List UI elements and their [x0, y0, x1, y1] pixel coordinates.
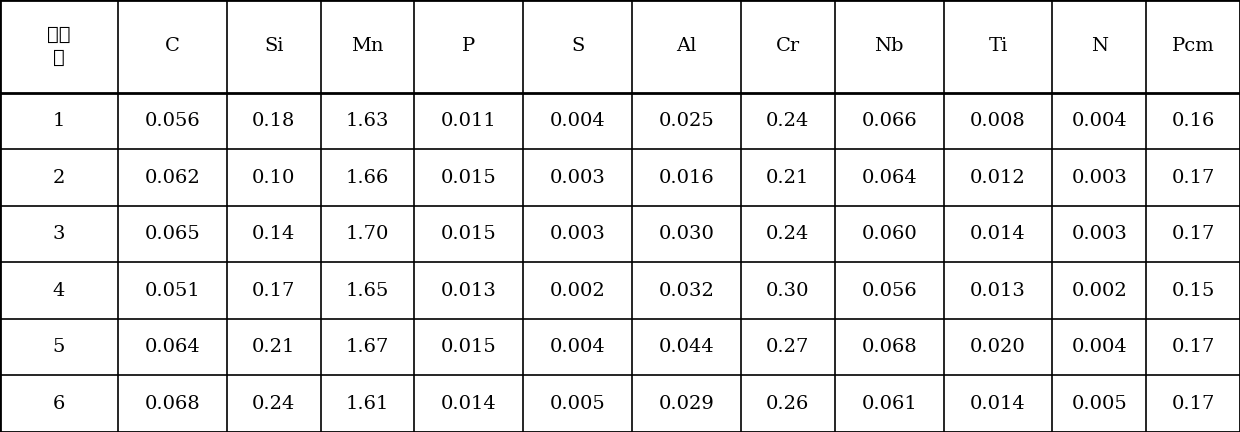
Text: 0.014: 0.014: [970, 225, 1025, 243]
Text: Cr: Cr: [776, 38, 800, 55]
Text: Ti: Ti: [988, 38, 1008, 55]
Text: 0.056: 0.056: [145, 112, 201, 130]
Text: 0.029: 0.029: [658, 395, 714, 413]
Text: 0.014: 0.014: [970, 395, 1025, 413]
Text: 0.003: 0.003: [1071, 168, 1127, 187]
Text: 1.66: 1.66: [346, 168, 389, 187]
Text: 0.004: 0.004: [1071, 112, 1127, 130]
Text: 0.21: 0.21: [766, 168, 810, 187]
Text: S: S: [572, 38, 584, 55]
Text: 0.26: 0.26: [766, 395, 810, 413]
Text: 0.17: 0.17: [1172, 395, 1215, 413]
Text: 0.014: 0.014: [441, 395, 497, 413]
Text: 0.030: 0.030: [658, 225, 714, 243]
Text: 0.004: 0.004: [549, 338, 605, 356]
Text: 0.17: 0.17: [1172, 338, 1215, 356]
Text: 6: 6: [53, 395, 66, 413]
Text: 1.65: 1.65: [346, 282, 389, 300]
Text: 0.003: 0.003: [549, 225, 605, 243]
Text: 0.005: 0.005: [1071, 395, 1127, 413]
Text: 0.15: 0.15: [1172, 282, 1215, 300]
Text: 0.011: 0.011: [441, 112, 497, 130]
Text: 0.008: 0.008: [970, 112, 1025, 130]
Text: 0.16: 0.16: [1172, 112, 1215, 130]
Text: 0.30: 0.30: [766, 282, 810, 300]
Text: 1.61: 1.61: [346, 395, 389, 413]
Text: 0.012: 0.012: [970, 168, 1025, 187]
Text: 3: 3: [53, 225, 66, 243]
Text: 0.020: 0.020: [970, 338, 1025, 356]
Text: 0.21: 0.21: [252, 338, 295, 356]
Text: 0.068: 0.068: [145, 395, 201, 413]
Text: 0.061: 0.061: [862, 395, 918, 413]
Text: 0.056: 0.056: [862, 282, 918, 300]
Text: 0.10: 0.10: [252, 168, 295, 187]
Text: 0.025: 0.025: [658, 112, 714, 130]
Text: Si: Si: [264, 38, 284, 55]
Text: 0.24: 0.24: [252, 395, 295, 413]
Text: 0.002: 0.002: [1071, 282, 1127, 300]
Text: Nb: Nb: [874, 38, 904, 55]
Text: 0.044: 0.044: [658, 338, 714, 356]
Text: 0.013: 0.013: [970, 282, 1025, 300]
Text: 0.17: 0.17: [1172, 168, 1215, 187]
Text: 4: 4: [53, 282, 66, 300]
Text: 0.060: 0.060: [862, 225, 918, 243]
Text: 0.003: 0.003: [549, 168, 605, 187]
Text: 1.67: 1.67: [346, 338, 389, 356]
Text: 0.005: 0.005: [549, 395, 605, 413]
Text: 0.013: 0.013: [441, 282, 497, 300]
Text: 0.14: 0.14: [252, 225, 295, 243]
Text: 1.63: 1.63: [346, 112, 389, 130]
Text: 2: 2: [53, 168, 66, 187]
Text: 0.24: 0.24: [766, 225, 810, 243]
Text: 0.015: 0.015: [441, 338, 497, 356]
Text: 0.004: 0.004: [1071, 338, 1127, 356]
Text: C: C: [165, 38, 180, 55]
Text: 0.17: 0.17: [1172, 225, 1215, 243]
Text: 0.062: 0.062: [145, 168, 201, 187]
Text: 0.016: 0.016: [658, 168, 714, 187]
Text: 0.27: 0.27: [766, 338, 810, 356]
Text: 0.004: 0.004: [549, 112, 605, 130]
Text: 0.17: 0.17: [252, 282, 295, 300]
Text: 0.064: 0.064: [145, 338, 201, 356]
Text: 5: 5: [53, 338, 66, 356]
Text: P: P: [463, 38, 475, 55]
Text: 实施
例: 实施 例: [47, 26, 71, 67]
Text: 0.18: 0.18: [252, 112, 295, 130]
Text: Al: Al: [676, 38, 697, 55]
Text: 0.066: 0.066: [862, 112, 918, 130]
Text: 0.002: 0.002: [549, 282, 605, 300]
Text: 0.068: 0.068: [862, 338, 918, 356]
Text: 0.051: 0.051: [145, 282, 201, 300]
Text: 0.003: 0.003: [1071, 225, 1127, 243]
Text: Pcm: Pcm: [1172, 38, 1214, 55]
Text: 1.70: 1.70: [346, 225, 389, 243]
Text: Mn: Mn: [351, 38, 383, 55]
Text: 1: 1: [53, 112, 66, 130]
Text: 0.015: 0.015: [441, 225, 497, 243]
Text: 0.032: 0.032: [658, 282, 714, 300]
Text: 0.24: 0.24: [766, 112, 810, 130]
Text: 0.015: 0.015: [441, 168, 497, 187]
Text: N: N: [1091, 38, 1107, 55]
Text: 0.064: 0.064: [862, 168, 918, 187]
Text: 0.065: 0.065: [145, 225, 201, 243]
